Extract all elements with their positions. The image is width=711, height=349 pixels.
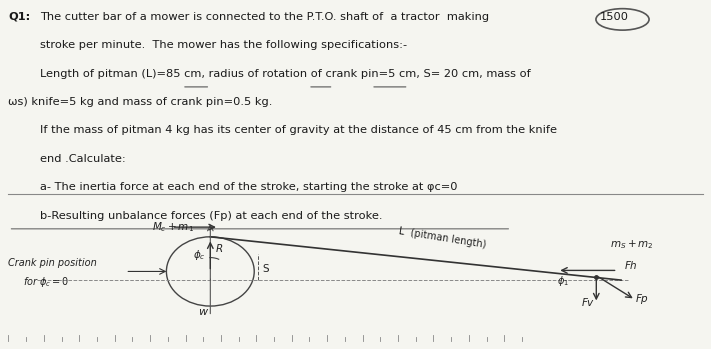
Text: Length of pitman (L)=85 cm, radius of rotation of crank pin=5 cm, S= 20 cm, mass: Length of pitman (L)=85 cm, radius of ro… [41, 68, 531, 79]
Text: a- The inertia force at each end of the stroke, starting the stroke at φc=0: a- The inertia force at each end of the … [41, 182, 458, 192]
Text: Crank pin position: Crank pin position [9, 258, 97, 268]
Text: ωs) knife=5 kg and mass of crank pin=0.5 kg.: ωs) knife=5 kg and mass of crank pin=0.5… [9, 97, 273, 107]
Text: The cutter bar of a mower is connected to the P.T.O. shaft of  a tractor  making: The cutter bar of a mower is connected t… [41, 12, 493, 22]
Text: Fh: Fh [625, 261, 637, 271]
Text: stroke per minute.  The mower has the following specifications:-: stroke per minute. The mower has the fol… [41, 40, 407, 50]
Text: end .Calculate:: end .Calculate: [41, 154, 126, 164]
Text: $\phi_c$: $\phi_c$ [193, 247, 205, 262]
Text: S: S [262, 265, 269, 274]
Text: 1500: 1500 [600, 12, 629, 22]
Text: Fp: Fp [635, 294, 648, 304]
Text: $\phi_1$: $\phi_1$ [557, 274, 570, 288]
Text: R: R [216, 244, 223, 254]
Text: w: w [198, 307, 207, 317]
Text: If the mass of pitman 4 kg has its center of gravity at the distance of 45 cm fr: If the mass of pitman 4 kg has its cente… [41, 125, 557, 135]
Text: Fv: Fv [582, 298, 594, 308]
Text: $m_S + m_2$: $m_S + m_2$ [611, 238, 654, 251]
Text: $M_c + m_1$: $M_c + m_1$ [152, 221, 194, 235]
Text: b-Resulting unbalance forces (Fp) at each end of the stroke.: b-Resulting unbalance forces (Fp) at eac… [41, 210, 383, 221]
Text: for $\phi_c = 0$: for $\phi_c = 0$ [23, 275, 69, 289]
Text: L  (pitman length): L (pitman length) [398, 227, 487, 250]
Text: Q1:: Q1: [9, 12, 31, 22]
